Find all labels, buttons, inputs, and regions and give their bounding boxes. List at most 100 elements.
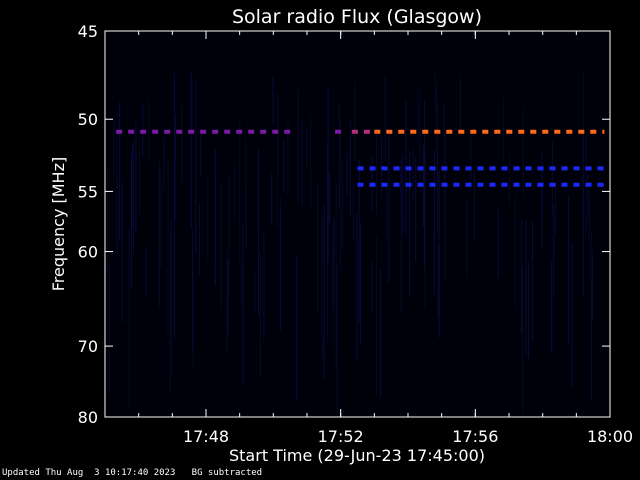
texture-streak (107, 168, 109, 273)
texture-streak (306, 127, 308, 168)
texture-streak (329, 180, 330, 224)
plot-frame (104, 30, 611, 418)
texture-streak (400, 159, 402, 212)
texture-streak (297, 89, 299, 202)
texture-streak (175, 115, 177, 219)
texture-streak (121, 183, 123, 323)
y-tick-label: 70 (78, 337, 98, 356)
y-tick-label: 50 (78, 110, 98, 129)
texture-streak (349, 121, 351, 218)
texture-streak (376, 126, 377, 216)
texture-streak (423, 100, 425, 268)
x-axis-label: Start Time (29-Jun-23 17:45:00) (229, 446, 485, 465)
texture-streak (436, 86, 438, 197)
texture-streak (371, 259, 373, 313)
texture-streak (509, 153, 511, 206)
texture-streak (473, 169, 475, 242)
texture-streak (174, 215, 176, 339)
texture-streak (287, 121, 289, 196)
y-axis-label: Frequency [MHz] (49, 157, 68, 291)
texture-streak (220, 184, 222, 310)
texture-streak (174, 73, 175, 218)
emission-bands (116, 129, 605, 187)
texture-streak (245, 188, 247, 247)
texture-streak (346, 153, 348, 196)
texture-streak (160, 170, 162, 269)
texture-streak (130, 153, 132, 289)
y-tick-label: 45 (78, 22, 98, 41)
texture-streak (147, 99, 149, 161)
chart-title: Solar radio Flux (Glasgow) (232, 6, 482, 28)
texture-streak (326, 238, 328, 342)
texture-streak (135, 122, 137, 232)
texture-streak (277, 92, 279, 229)
texture-streak (419, 88, 421, 185)
texture-streak (582, 131, 584, 296)
texture-streak (228, 175, 230, 296)
texture-streak (116, 133, 118, 260)
texture-streak (333, 218, 335, 307)
texture-streak (354, 81, 356, 161)
texture-streak (192, 230, 194, 351)
texture-streak (263, 234, 265, 339)
texture-streak (388, 130, 390, 284)
texture-streak (190, 71, 192, 230)
texture-streak (592, 249, 593, 322)
texture-streak (415, 157, 417, 262)
texture-streak (571, 243, 573, 388)
texture-streak (466, 198, 468, 277)
texture-streak (515, 193, 517, 310)
texture-streak (525, 220, 527, 357)
texture-streak (352, 183, 354, 240)
x-tick-label: 18:00 (587, 427, 633, 446)
texture-streak (588, 192, 590, 280)
texture-streak (591, 230, 592, 401)
texture-streak (444, 130, 446, 282)
texture-streak (214, 149, 216, 286)
texture-streak (240, 262, 242, 304)
texture-streak (582, 71, 584, 156)
texture-streak (260, 252, 261, 377)
texture-streak (336, 264, 338, 413)
texture-streak (323, 205, 325, 380)
footer: Updated Thu Aug 3 10:17:40 2023 BG subtr… (2, 468, 262, 478)
texture-streak (272, 76, 274, 125)
texture-streak (437, 101, 439, 237)
texture-streak (271, 173, 273, 225)
texture-streak (239, 118, 241, 263)
texture-streak (108, 266, 110, 394)
texture-streak (128, 228, 130, 408)
y-tick-label: 55 (78, 182, 98, 201)
texture-streak (158, 161, 160, 308)
texture-streak (301, 120, 303, 205)
texture-streak (227, 260, 229, 335)
texture-streak (191, 78, 193, 130)
texture-streak (283, 141, 285, 193)
texture-streak (207, 176, 209, 261)
y-tick-label: 80 (78, 408, 98, 427)
texture-streak (438, 170, 440, 338)
texture-streak (245, 141, 247, 227)
texture-streak (568, 194, 570, 346)
texture-streak (437, 244, 439, 318)
texture-streak (195, 81, 197, 253)
texture-streak (522, 267, 524, 413)
texture-streak (327, 86, 329, 263)
texture-streak (338, 102, 340, 210)
texture-streak (145, 247, 147, 299)
texture-streak (552, 139, 553, 215)
texture-streak (553, 205, 555, 296)
texture-streak (470, 135, 472, 180)
texture-streak (321, 211, 323, 359)
texture-streak (360, 222, 361, 345)
texture-streak (522, 106, 524, 195)
texture-streak (226, 247, 228, 354)
texture-streak (234, 165, 235, 219)
texture-streak (551, 260, 553, 355)
texture-streak (181, 104, 183, 184)
x-tick-label: 17:56 (452, 427, 498, 446)
texture-streak (358, 159, 360, 324)
texture-streak (342, 159, 344, 253)
bg-subtracted-note: BG subtracted (191, 468, 263, 478)
